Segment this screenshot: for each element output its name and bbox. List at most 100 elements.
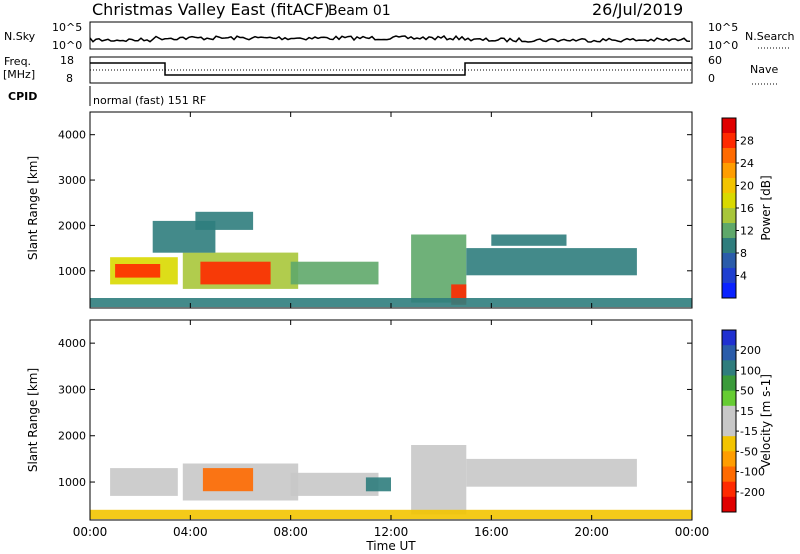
x-axis-title: Time UT <box>365 539 416 553</box>
colorbar-swatch <box>722 466 736 482</box>
colorbar-swatch <box>722 283 736 299</box>
cpid-label: CPID <box>8 90 37 103</box>
data-region <box>90 509 692 520</box>
data-region <box>365 477 391 492</box>
freq-top: 18 <box>60 54 74 67</box>
x-tick-label: 20:00 <box>574 525 609 539</box>
y-tick-label: 4000 <box>58 129 86 142</box>
colorbar-tick-label: 50 <box>740 385 754 398</box>
nsearch-scale-bottom: 10^0 <box>708 39 738 52</box>
colorbar-title: Power [dB] <box>759 175 773 240</box>
station-title: Christmas Valley East (fitACF) <box>92 0 330 19</box>
y-tick-label: 3000 <box>58 383 86 396</box>
colorbar-tick-label: 20 <box>740 180 754 193</box>
colorbar-swatch <box>722 223 736 239</box>
data-region <box>200 261 271 285</box>
colorbar-swatch <box>722 405 736 422</box>
y-tick-label: 2000 <box>58 430 86 443</box>
nsky-scale-top: 10^5 <box>52 21 82 34</box>
beam-label: Beam 01 <box>328 3 391 19</box>
colorbar-swatch <box>722 238 736 254</box>
colorbar-swatch <box>722 421 736 437</box>
date-label: 26/Jul/2019 <box>592 0 683 19</box>
freq-bottom: 8 <box>66 72 73 85</box>
colorbar-swatch <box>722 496 736 513</box>
x-tick-label: 12:00 <box>374 525 409 539</box>
x-tick-label: 00:00 <box>73 525 108 539</box>
colorbar-swatch <box>722 193 736 209</box>
colorbar-swatch <box>722 436 736 452</box>
colorbar-title: Velocity [m s-1] <box>759 374 773 468</box>
colorbar-swatch <box>722 481 736 498</box>
colorbar-tick-label: 24 <box>740 157 754 170</box>
colorbar-tick-label: 8 <box>740 247 747 260</box>
data-region <box>115 264 161 278</box>
nave-label: Nave <box>750 63 778 76</box>
velocity-panel: 1000 2000 3000 4000 00:00 04:00 08:00 12:00 16:0… <box>58 319 710 539</box>
x-tick-label: 00:00 <box>675 525 710 539</box>
y-tick-label: 4000 <box>58 337 86 350</box>
colorbar-tick-label: 4 <box>740 270 747 283</box>
colorbar-swatch <box>722 268 736 284</box>
nsky-strip-frame <box>89 21 693 50</box>
colorbar-swatch <box>722 208 736 224</box>
nsearch-scale-top: 10^5 <box>708 21 738 34</box>
colorbar-tick-label: 16 <box>740 202 754 215</box>
nsky-scale-bottom: 10^0 <box>52 39 82 52</box>
data-region <box>290 261 379 285</box>
colorbar-swatch <box>722 390 736 407</box>
velocity-colorbar: 200 100 50 15 -15 -50 -100 -200 Velocity [m s-1] <box>721 329 773 513</box>
data-region <box>195 211 254 230</box>
data-region <box>110 468 178 496</box>
y-tick-label: 3000 <box>58 174 86 187</box>
y-tick-label: 1000 <box>58 476 86 489</box>
data-region <box>491 234 567 246</box>
freq-trace <box>90 62 692 76</box>
colorbar-swatch <box>722 451 736 467</box>
nsky-trace <box>89 34 691 43</box>
colorbar-swatch <box>722 163 736 179</box>
cpid-value: normal (fast) 151 RF <box>93 94 206 107</box>
data-region <box>90 298 692 308</box>
colorbar-tick-label: 15 <box>740 405 754 418</box>
colorbar-tick-label: -50 <box>740 445 758 458</box>
colorbar-tick-label: -15 <box>740 425 758 438</box>
data-region <box>466 458 637 487</box>
panel-frame <box>89 111 693 309</box>
data-region <box>290 472 379 496</box>
data-region <box>202 468 254 492</box>
y-axis-title-power: Slant Range [km] <box>26 156 40 260</box>
data-region <box>466 248 637 276</box>
x-tick-label: 04:00 <box>173 525 208 539</box>
colorbar-tick-label: 100 <box>740 364 761 377</box>
power-colorbar: 28 24 20 16 12 8 4 Power [dB] <box>721 117 773 299</box>
freq-label-1: Freq. <box>4 55 31 68</box>
x-tick-label: 16:00 <box>474 525 509 539</box>
colorbar-swatch <box>722 253 736 269</box>
nsearch-label: N.Search <box>745 30 795 43</box>
freq-label-2: [MHz] <box>3 68 35 81</box>
nave-top: 60 <box>708 54 722 67</box>
colorbar-tick-label: -100 <box>740 466 765 479</box>
colorbar-swatch <box>722 375 736 391</box>
colorbar-frame <box>721 329 737 513</box>
y-axis-title-velocity: Slant Range [km] <box>26 368 40 472</box>
colorbar-tick-label: 28 <box>740 135 754 148</box>
colorbar-tick-label: 12 <box>740 225 754 238</box>
colorbar-swatch <box>722 118 736 134</box>
colorbar-tick-label: -200 <box>740 486 765 499</box>
colorbar-swatch <box>722 178 736 194</box>
nsky-label: N.Sky <box>4 30 36 43</box>
nave-bottom: 0 <box>708 72 715 85</box>
y-tick-label: 1000 <box>58 265 86 278</box>
y-tick-label: 2000 <box>58 219 86 232</box>
x-tick-label: 08:00 <box>273 525 308 539</box>
colorbar-swatch <box>722 148 736 164</box>
colorbar-swatch <box>722 330 736 346</box>
colorbar-swatch <box>722 133 736 149</box>
data-region <box>411 445 467 515</box>
colorbar-swatch <box>722 345 736 361</box>
colorbar-swatch <box>722 360 736 376</box>
colorbar-tick-label: 200 <box>740 344 761 357</box>
